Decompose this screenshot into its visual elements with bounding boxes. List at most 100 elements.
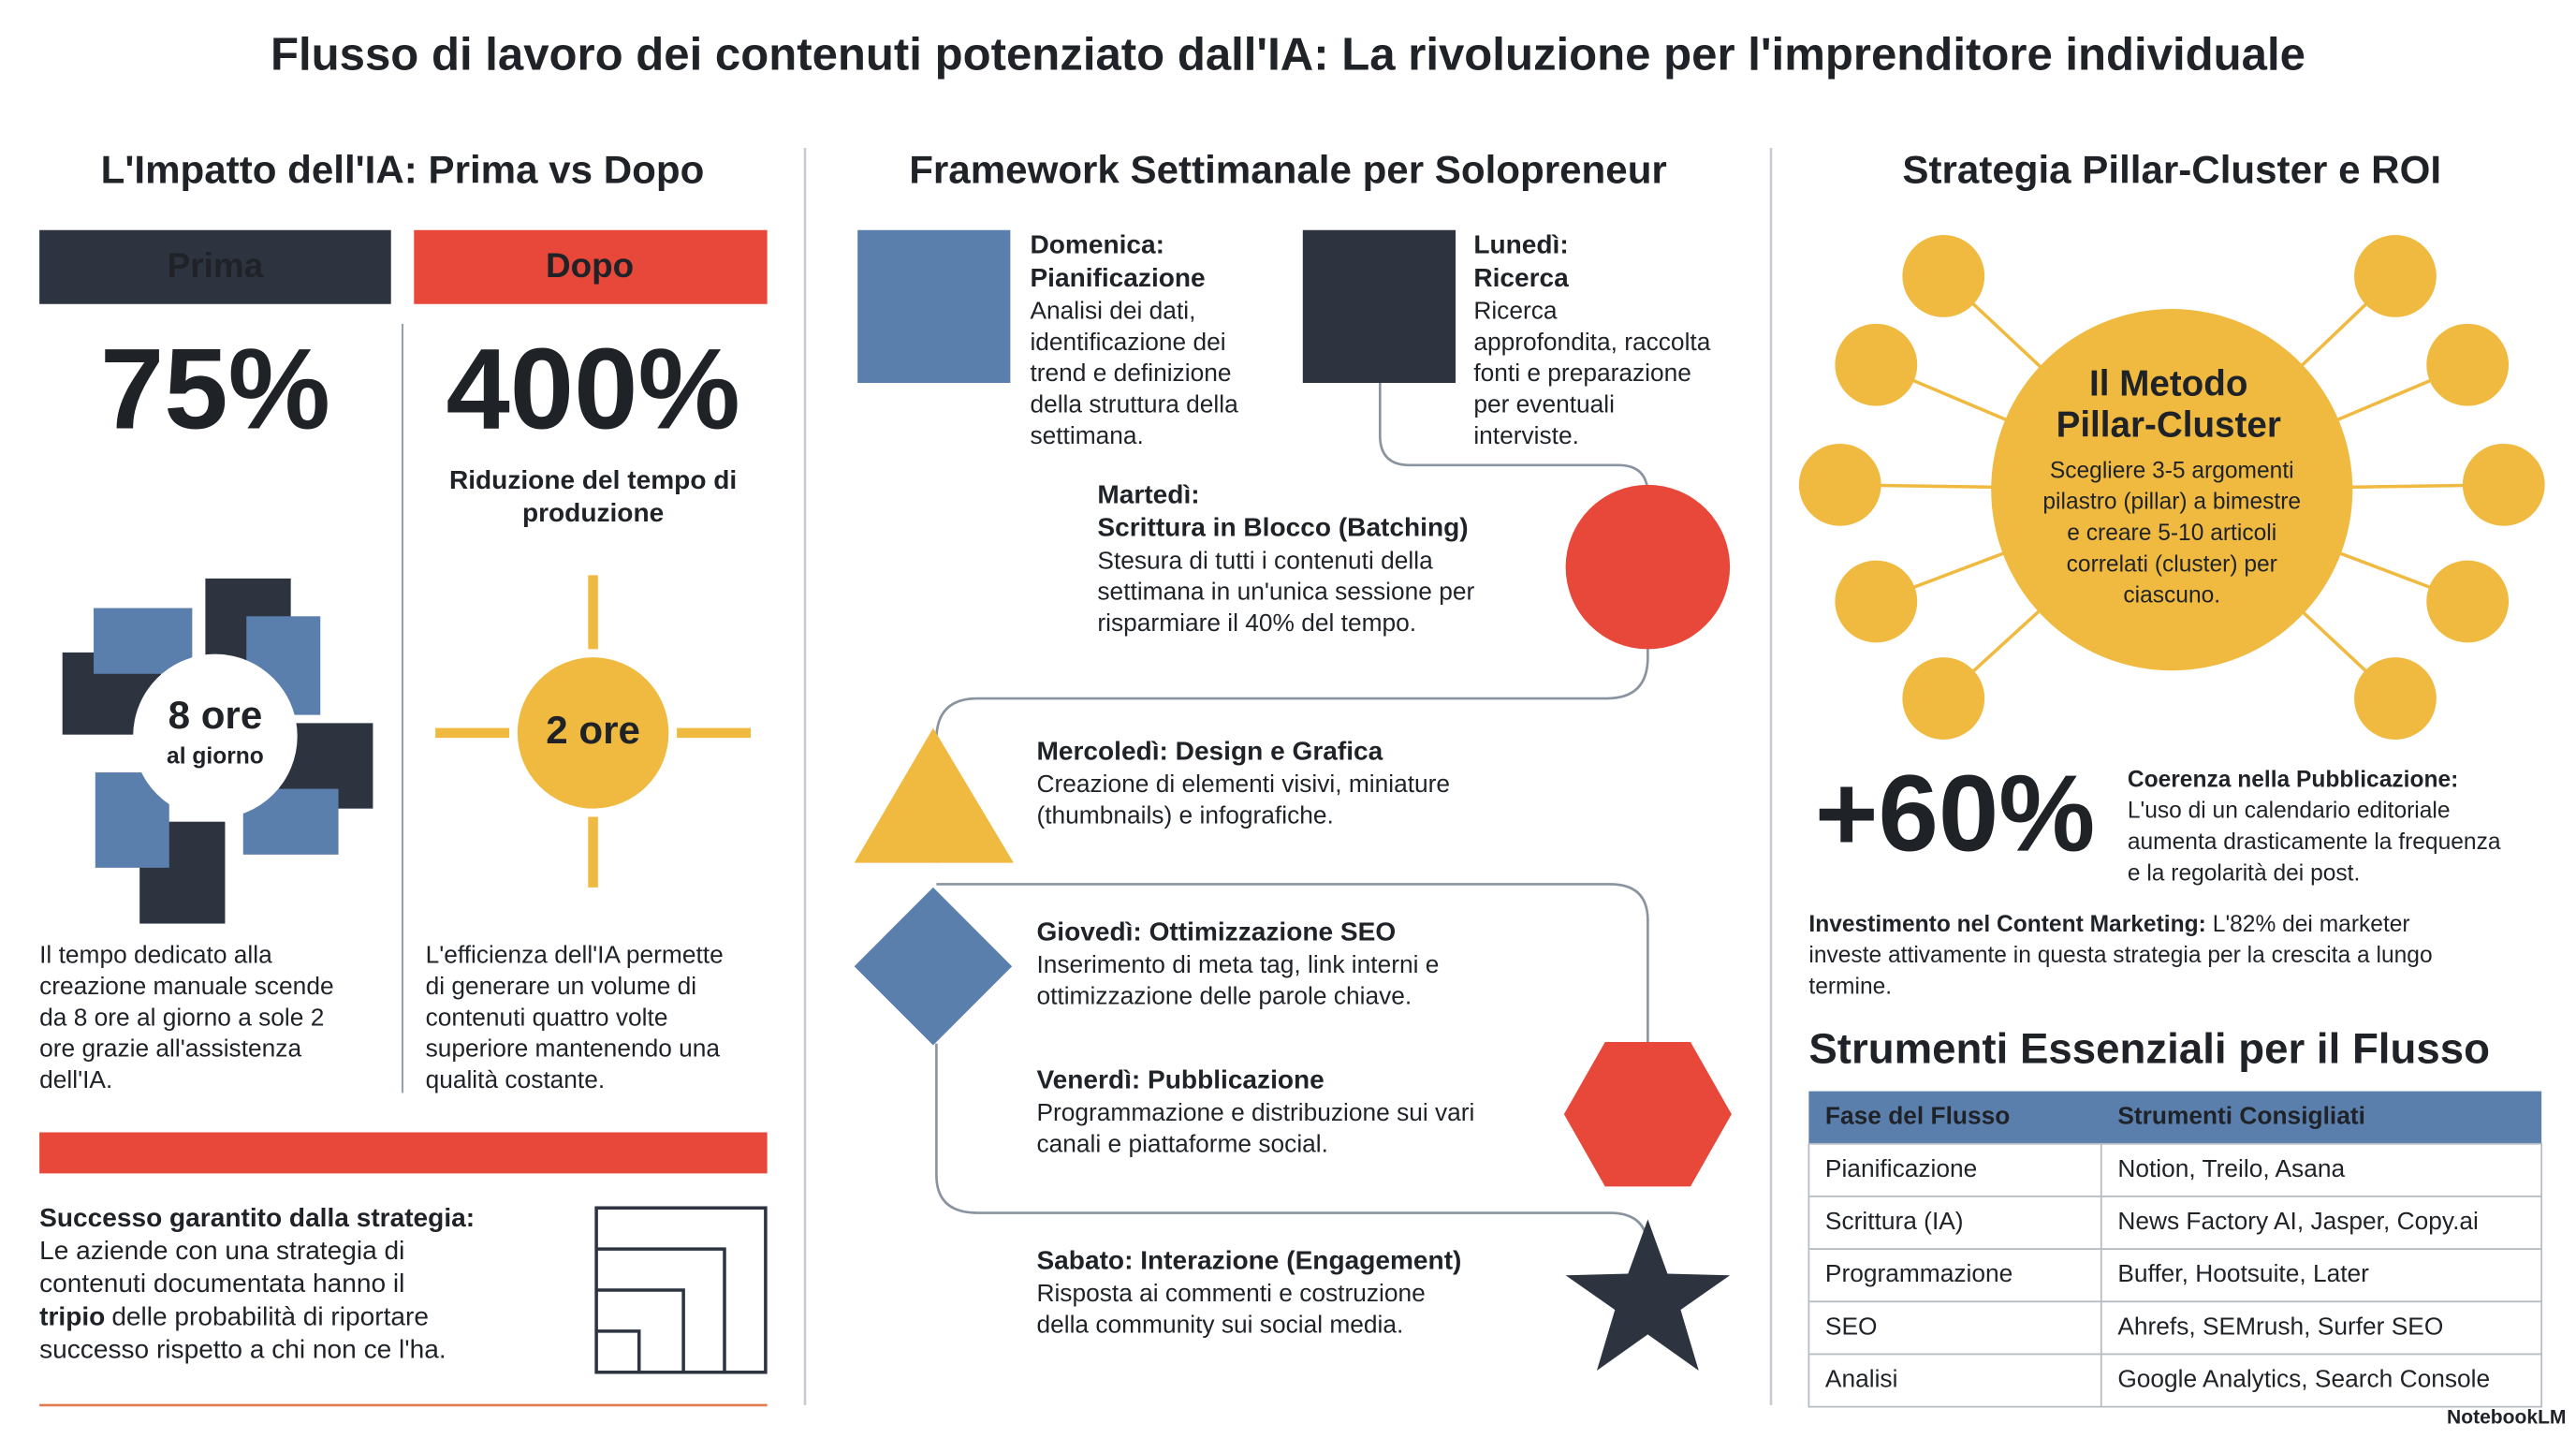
cluster-node bbox=[2354, 235, 2437, 317]
hub-text: ciascuno. bbox=[2123, 583, 2220, 609]
day-title: Domenica: bbox=[1030, 230, 1164, 259]
connector bbox=[935, 383, 1649, 1250]
paragraph: contenuti quattro volte bbox=[426, 1003, 668, 1031]
day-title: Giovedì: Ottimizzazione SEO bbox=[1036, 917, 1396, 946]
cluster-node bbox=[1902, 657, 1985, 740]
paragraph: qualità costante. bbox=[426, 1065, 606, 1093]
day-title: Sabato: Interazione (Engagement) bbox=[1036, 1246, 1461, 1275]
cluster-node bbox=[1798, 443, 1881, 526]
day-text: settimana. bbox=[1030, 421, 1143, 449]
triangle-shape bbox=[854, 727, 1014, 863]
icon-value: 2 ore bbox=[546, 708, 640, 752]
pinwheel-icon bbox=[62, 578, 373, 924]
pillar-hub bbox=[1991, 309, 2353, 671]
day-title: Pianificazione bbox=[1030, 263, 1205, 292]
table-cell: Analisi bbox=[1825, 1365, 1898, 1393]
paragraph: successo rispetto a chi non ce l'ha. bbox=[39, 1334, 446, 1363]
stat-title: Coerenza nella Pubblicazione: bbox=[2128, 767, 2458, 792]
cluster-node bbox=[2354, 657, 2437, 740]
roi-stat: +60% bbox=[1815, 752, 2095, 873]
before-label: Prima bbox=[168, 246, 264, 285]
icon-value: 8 ore bbox=[168, 693, 263, 737]
table-cell: Programmazione bbox=[1825, 1259, 2012, 1287]
star-shape bbox=[1565, 1219, 1731, 1372]
paragraph: ore grazie all'assistenza bbox=[39, 1034, 301, 1063]
day-title: Martedì: bbox=[1097, 480, 1199, 509]
paragraph: creazione manuale scende bbox=[39, 972, 333, 1000]
table-row bbox=[1808, 1353, 2543, 1408]
day-text: Creazione di elementi visivi, miniature bbox=[1036, 770, 1450, 798]
hub-title: Il Metodo bbox=[2089, 364, 2247, 404]
day-text: Analisi dei dati, bbox=[1030, 296, 1195, 324]
paragraph: L'efficienza dell'IA permette bbox=[426, 941, 724, 969]
day-text: settimana in un'unica sessione per bbox=[1097, 578, 1474, 606]
day-text: trend e definizione bbox=[1030, 359, 1231, 387]
hub-title: Pillar-Cluster bbox=[2056, 405, 2281, 446]
emphasis: tripio bbox=[39, 1301, 105, 1330]
day-text: interviste. bbox=[1473, 421, 1579, 449]
title: Flusso di lavoro dei contenuti potenziat… bbox=[271, 29, 2305, 80]
investment-title: Investimento nel Content Marketing: bbox=[1808, 912, 2205, 937]
square-shape bbox=[857, 229, 1011, 384]
hub-text: correlati (cluster) per bbox=[2067, 551, 2277, 577]
day-text: canali e piattaforme social. bbox=[1036, 1129, 1328, 1157]
paragraph: Il tempo dedicato alla bbox=[39, 941, 272, 969]
day-title: Ricerca bbox=[1473, 263, 1569, 292]
day-text: identificazione dei bbox=[1030, 328, 1225, 356]
day-text: fonti e preparazione bbox=[1473, 359, 1691, 387]
table-row bbox=[1808, 1142, 2543, 1197]
cluster-node bbox=[1835, 560, 1918, 643]
day-title: Mercoledì: Design e Grafica bbox=[1036, 736, 1383, 765]
sun-icon bbox=[435, 575, 752, 888]
table-cell: Scrittura (IA) bbox=[1825, 1207, 1964, 1235]
cluster-node bbox=[1835, 323, 1918, 406]
day-title: Venerdì: Pubblicazione bbox=[1036, 1064, 1324, 1093]
table-cell: Notion, Treilo, Asana bbox=[2117, 1154, 2345, 1182]
before-stat: 75% bbox=[100, 325, 330, 453]
paragraph: aumenta drasticamente la frequenza bbox=[2128, 829, 2501, 855]
day-text: della community sui social media. bbox=[1036, 1311, 1403, 1339]
table-cell: SEO bbox=[1825, 1312, 1878, 1340]
day-title: Lunedì: bbox=[1473, 230, 1568, 259]
cluster-node bbox=[2426, 560, 2510, 643]
after-label: Dopo bbox=[546, 246, 634, 285]
table-cell: Buffer, Hootsuite, Later bbox=[2117, 1259, 2369, 1287]
success-title: Successo garantito dalla strategia: bbox=[39, 1203, 475, 1232]
footer: NotebookLM bbox=[2447, 1406, 2566, 1428]
table-row bbox=[1808, 1196, 2543, 1251]
section-heading: L'Impatto dell'IA: Prima vs Dopo bbox=[101, 147, 705, 191]
icon-unit: al giorno bbox=[167, 744, 264, 770]
day-text: per eventuali bbox=[1473, 390, 1615, 418]
table-cell: Google Analytics, Search Console bbox=[2117, 1365, 2490, 1393]
section-heading: Framework Settimanale per Solopreneur bbox=[909, 147, 1667, 191]
diamond-shape bbox=[854, 887, 1013, 1046]
stat-caption: produzione bbox=[522, 498, 664, 527]
paragraph: da 8 ore al giorno a sole 2 bbox=[39, 1003, 324, 1031]
paragraph: dell'IA. bbox=[39, 1065, 112, 1093]
day-text: (thumbnails) e infografiche. bbox=[1036, 800, 1333, 829]
day-text: Ricerca bbox=[1473, 296, 1558, 324]
day-text: Programmazione e distribuzione sui vari bbox=[1036, 1098, 1474, 1126]
paragraph: superiore mantenendo una bbox=[426, 1034, 721, 1063]
circle-shape bbox=[1565, 484, 1731, 650]
paragraph: e la regolarità dei post. bbox=[2128, 860, 2360, 886]
table-row bbox=[1808, 1300, 2543, 1356]
section-heading: Strategia Pillar-Cluster e ROI bbox=[1902, 147, 2441, 191]
paragraph: L'uso di un calendario editoriale bbox=[2128, 799, 2451, 824]
hub-text: Scegliere 3-5 argomenti bbox=[2050, 458, 2294, 483]
table-header: Fase del Flusso bbox=[1825, 1102, 2010, 1130]
before-header bbox=[39, 229, 391, 304]
square-shape bbox=[1302, 229, 1456, 384]
hexagon-shape bbox=[1563, 1041, 1732, 1187]
accent-bar bbox=[39, 1132, 768, 1174]
paragraph: contenuti documentata hanno il bbox=[39, 1269, 404, 1298]
paragraph: L'82% dei marketer bbox=[2213, 912, 2410, 937]
day-text: della struttura della bbox=[1030, 390, 1238, 418]
day-text: ottimizzazione delle parole chiave. bbox=[1036, 981, 1412, 1009]
day-title: Scrittura in Blocco (Batching) bbox=[1097, 513, 1468, 542]
stat-caption: Riduzione del tempo di bbox=[449, 465, 737, 494]
table-heading: Strumenti Essenziali per il Flusso bbox=[1808, 1025, 2490, 1073]
hub-text: pilastro (pillar) a bimestre bbox=[2042, 490, 2301, 515]
cluster-node bbox=[1902, 235, 1985, 317]
